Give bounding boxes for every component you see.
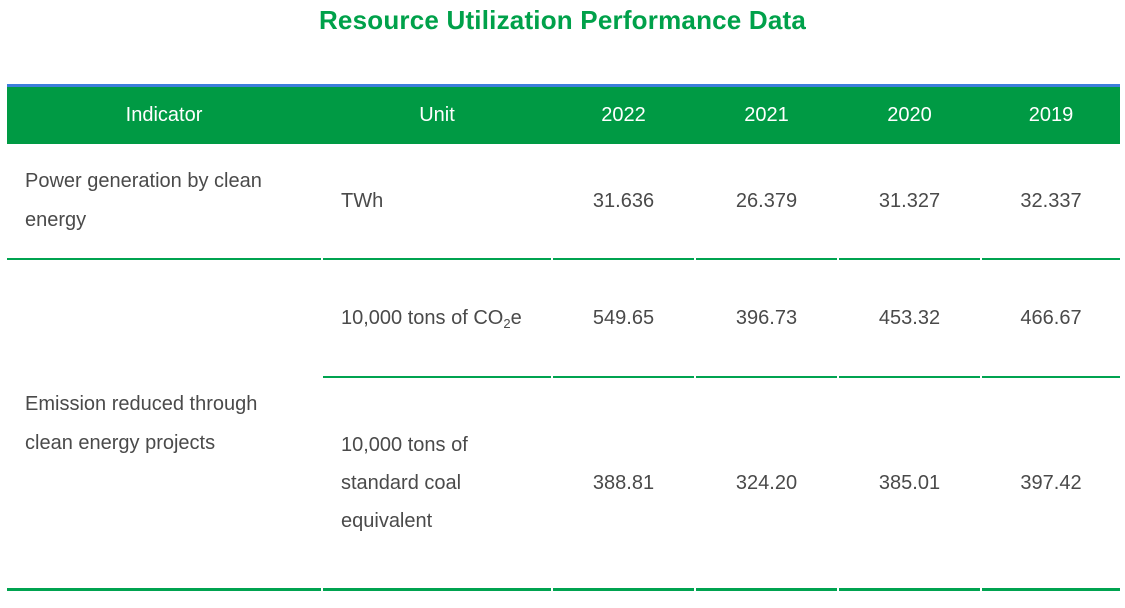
header-indicator: Indicator	[7, 87, 321, 144]
performance-table: Indicator Unit 2022 2021 2020 2019 Power…	[7, 84, 1120, 591]
value-2021: 396.73	[696, 260, 837, 378]
unit-standard-coal: 10,000 tons of standard coal equivalent	[323, 378, 551, 591]
page-title: Resource Utilization Performance Data	[0, 0, 1125, 35]
table-row-group: Emission reduced through clean energy pr…	[7, 260, 1120, 591]
unit-co2e: 10,000 tons of CO2e	[323, 260, 551, 378]
indicator-emission-reduced: Emission reduced through clean energy pr…	[7, 260, 321, 591]
sub-rows: 10,000 tons of CO2e 549.65 396.73 453.32…	[323, 260, 1120, 591]
table-sub-row: 10,000 tons of standard coal equivalent …	[323, 378, 1120, 591]
unit-standard-coal-text: 10,000 tons of standard coal equivalent	[341, 426, 516, 540]
header-2021: 2021	[696, 87, 837, 144]
value-2022: 31.636	[553, 144, 694, 260]
table-header-row: Indicator Unit 2022 2021 2020 2019	[7, 84, 1120, 144]
value-2019: 32.337	[982, 144, 1120, 260]
header-2020: 2020	[839, 87, 980, 144]
table-row: Power generation by clean energy TWh 31.…	[7, 144, 1120, 260]
value-2020: 453.32	[839, 260, 980, 378]
header-unit: Unit	[323, 87, 551, 144]
unit-co2e-text: 10,000 tons of CO2e	[341, 299, 522, 337]
header-2019: 2019	[982, 87, 1120, 144]
value-2020: 385.01	[839, 378, 980, 591]
value-2022: 549.65	[553, 260, 694, 378]
value-2021: 324.20	[696, 378, 837, 591]
header-2022: 2022	[553, 87, 694, 144]
value-2019: 397.42	[982, 378, 1120, 591]
value-2019: 466.67	[982, 260, 1120, 378]
co2-subscript: 2	[503, 316, 510, 331]
value-2020: 31.327	[839, 144, 980, 260]
table-sub-row: 10,000 tons of CO2e 549.65 396.73 453.32…	[323, 260, 1120, 378]
indicator-power-generation: Power generation by clean energy	[7, 144, 321, 260]
value-2021: 26.379	[696, 144, 837, 260]
unit-twh: TWh	[323, 144, 551, 260]
report-page: Resource Utilization Performance Data In…	[0, 0, 1125, 608]
value-2022: 388.81	[553, 378, 694, 591]
